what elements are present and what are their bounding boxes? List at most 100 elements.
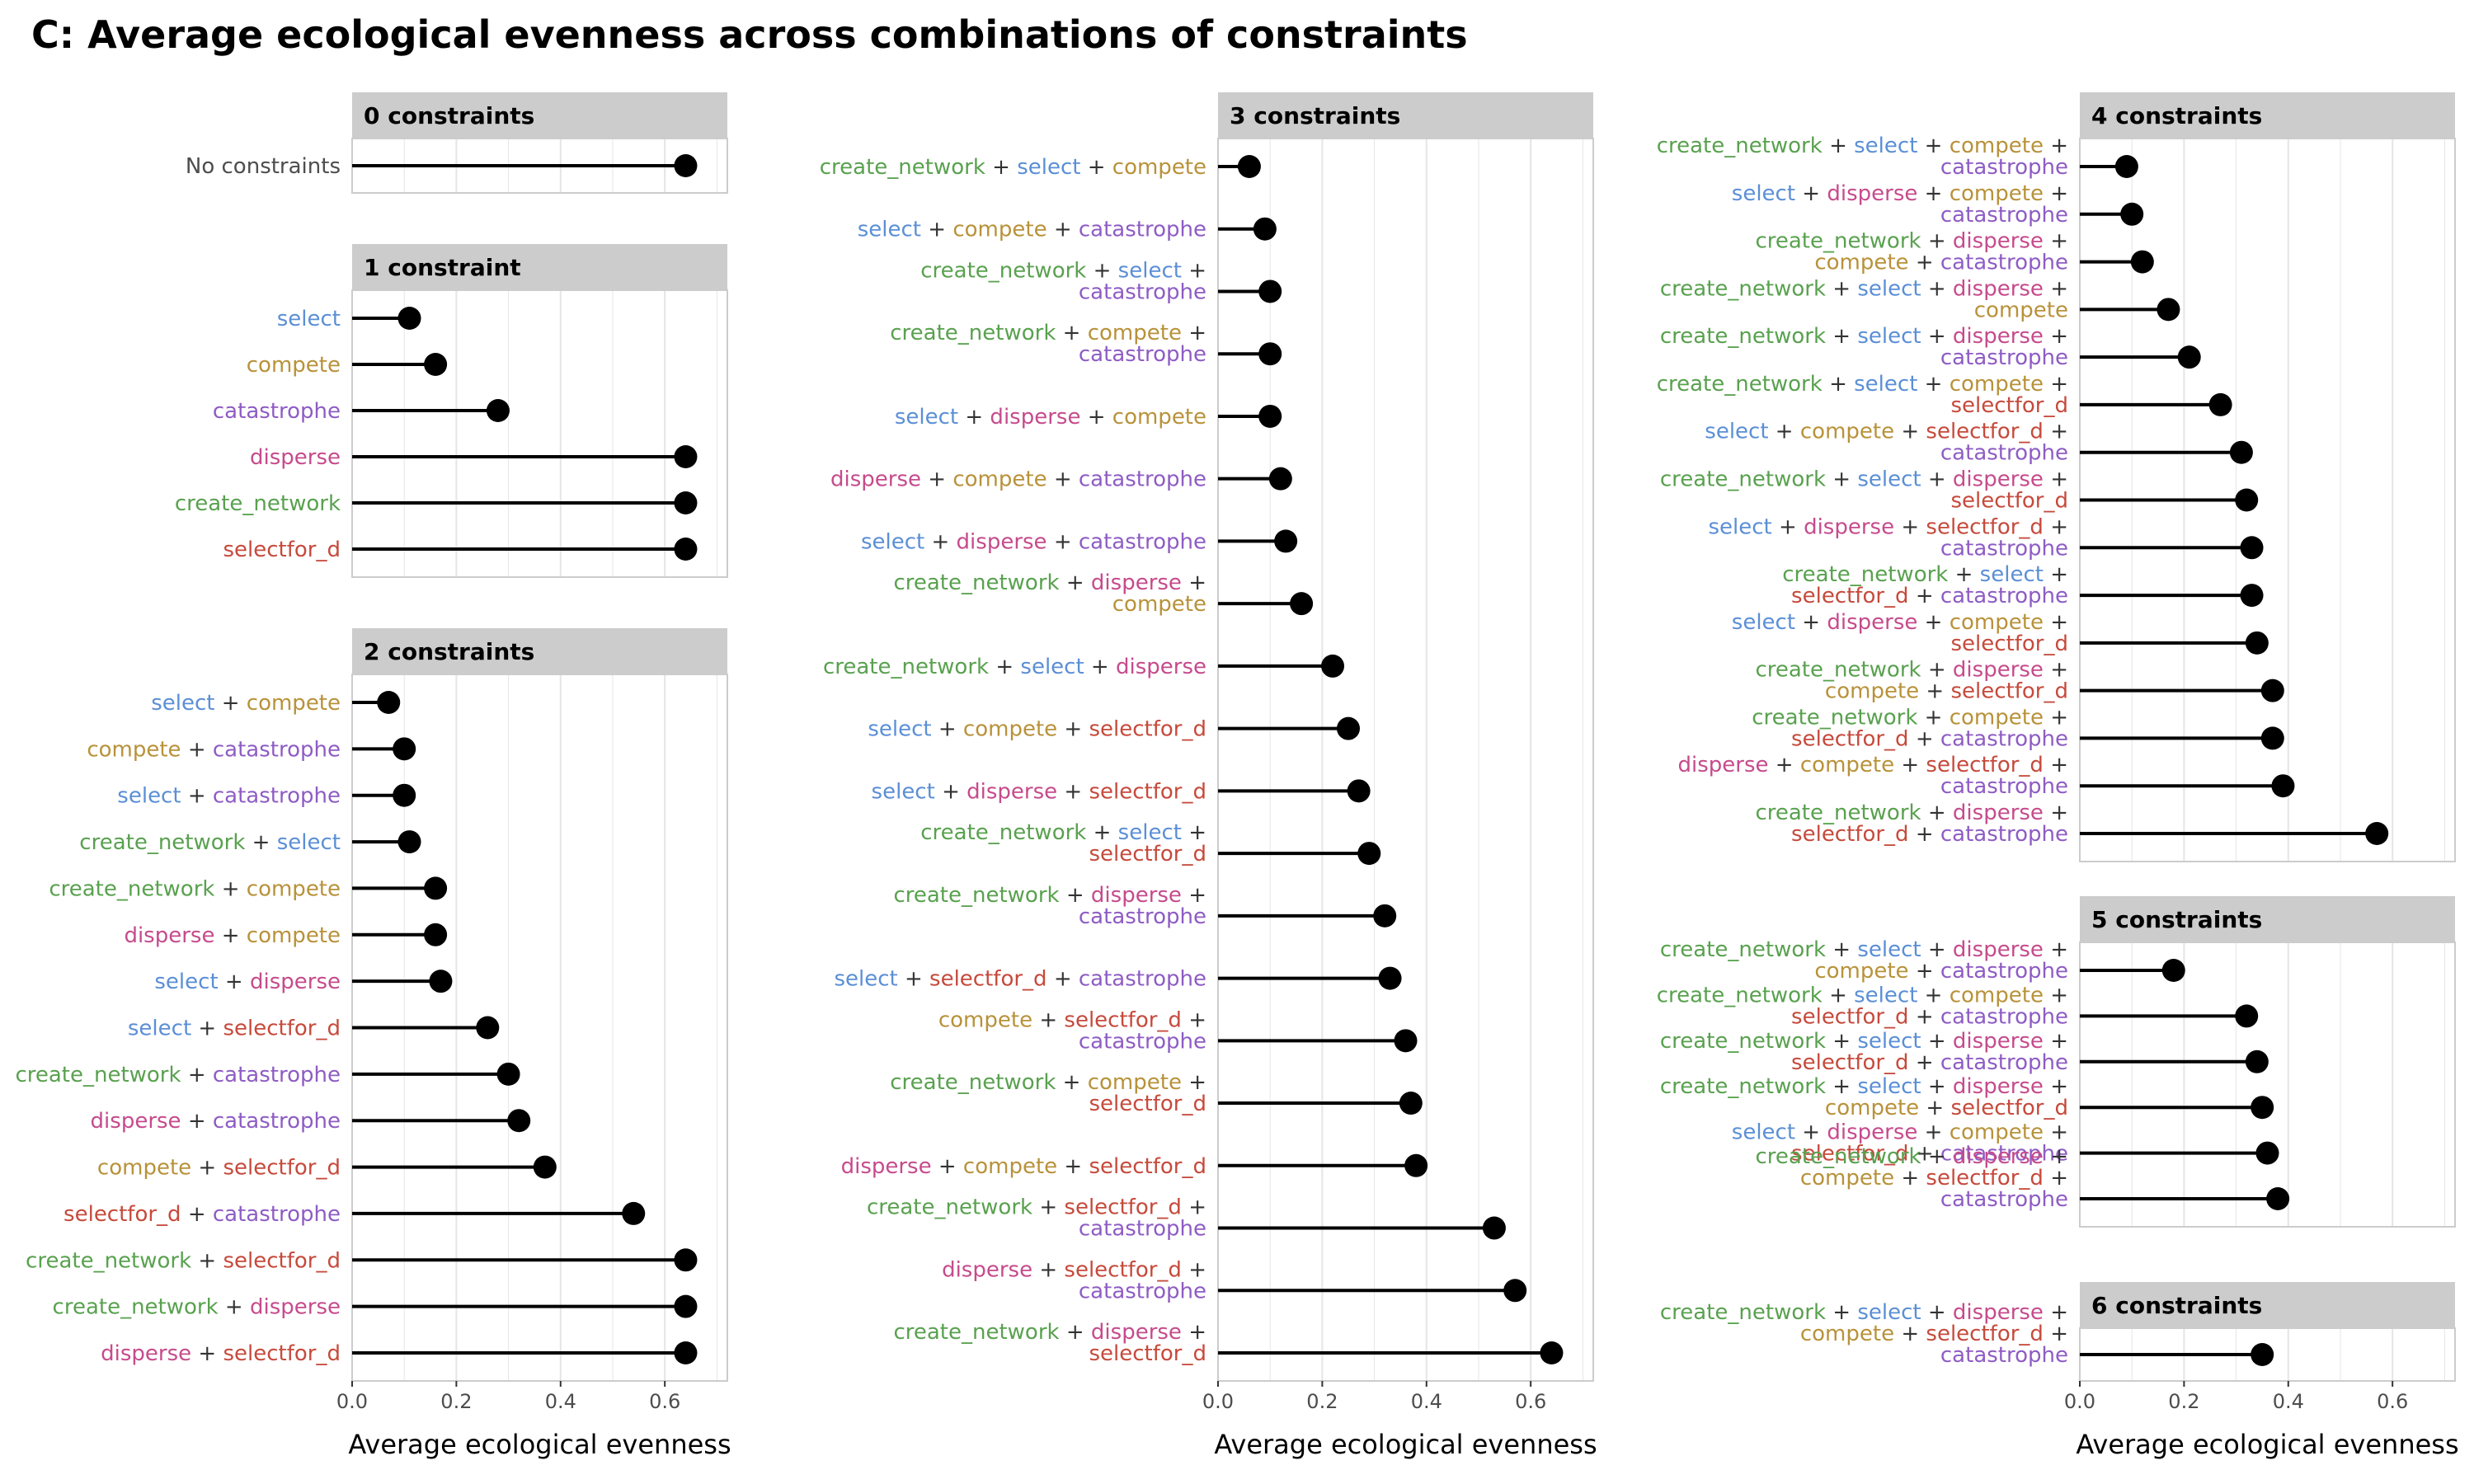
row-label: disperse bbox=[250, 445, 341, 470]
row-label: select + compete bbox=[151, 691, 341, 716]
facet-column: 4 constraints create_network + select + c… bbox=[1657, 92, 2459, 1460]
lollipop-row: compete + catastrophe bbox=[87, 737, 416, 762]
row-label: create_network + disperse + bbox=[893, 1320, 1206, 1345]
lollipop-row: create_network + compete +selectfor_d bbox=[890, 1070, 1423, 1116]
lollipop-point bbox=[1394, 1029, 1418, 1053]
lollipop-point bbox=[2260, 726, 2284, 750]
row-label: create_network + select + disperse + bbox=[1660, 1029, 2068, 1054]
x-tick-label: 0.4 bbox=[545, 1390, 576, 1413]
row-label: compete + catastrophe bbox=[1814, 959, 2068, 984]
facet-panel: 5 constraints create_network + select + d… bbox=[1657, 896, 2456, 1228]
lollipop-point bbox=[424, 353, 448, 376]
lollipop-point bbox=[2177, 345, 2201, 369]
row-label: compete + catastrophe bbox=[1814, 251, 2068, 275]
row-label: selectfor_d bbox=[1089, 1092, 1206, 1116]
row-label: select + compete + selectfor_d bbox=[868, 717, 1206, 742]
lollipop-row: disperse + compete + selectfor_d bbox=[841, 1153, 1428, 1179]
lollipop-row: disperse + compete bbox=[124, 923, 448, 948]
row-label: create_network + disperse + bbox=[1755, 801, 2068, 825]
row-label: selectfor_d + catastrophe bbox=[1791, 584, 2068, 608]
lollipop-row: create_network + select +catastrophe bbox=[920, 258, 1282, 304]
x-tick-label: 0.0 bbox=[336, 1390, 368, 1413]
lollipop-row: select + selectfor_d bbox=[128, 1016, 500, 1041]
lollipop-row: create_network + select + disperse +sele… bbox=[1660, 467, 2259, 514]
row-label: disperse + selectfor_d + bbox=[942, 1257, 1206, 1282]
lollipop-point bbox=[1258, 404, 1282, 428]
lollipop-point bbox=[1274, 529, 1298, 553]
lollipop-point bbox=[1336, 716, 1360, 740]
row-label: select + disperse + compete bbox=[895, 405, 1206, 430]
facet-column: 3 constraints create_network + select + c… bbox=[820, 92, 1597, 1460]
lollipop-row: select + disperse + selectfor_d bbox=[872, 779, 1371, 804]
lollipop-point bbox=[674, 1248, 698, 1272]
facet-panel: 4 constraints create_network + select + c… bbox=[1657, 92, 2456, 862]
row-label: compete + catastrophe bbox=[87, 737, 341, 762]
row-label: create_network + select + disperse + bbox=[1660, 324, 2068, 349]
row-label: selectfor_d + catastrophe bbox=[1791, 1004, 2068, 1029]
lollipop-point bbox=[2251, 1343, 2274, 1366]
row-label: compete bbox=[247, 353, 341, 378]
facet-strip bbox=[2080, 92, 2455, 139]
row-label: selectfor_d + catastrophe bbox=[1791, 1142, 2068, 1167]
lollipop-point bbox=[507, 1109, 531, 1133]
lollipop-row: disperse + selectfor_d bbox=[101, 1341, 698, 1366]
lollipop-point bbox=[674, 1294, 698, 1318]
lollipop-row: compete bbox=[247, 353, 448, 378]
row-label: create_network + compete + bbox=[890, 1070, 1206, 1095]
lollipop-row: create_network + select + compete +selec… bbox=[1657, 372, 2232, 418]
row-label: select + disperse + compete + bbox=[1732, 610, 2068, 635]
row-label: create_network + select + bbox=[1782, 562, 2068, 587]
facet-strip bbox=[352, 92, 727, 139]
lollipop-point bbox=[429, 970, 453, 993]
lollipop-point bbox=[674, 491, 698, 514]
lollipop-row: create_network + disperse +compete + sel… bbox=[1755, 658, 2284, 704]
row-label: select + selectfor_d + catastrophe bbox=[834, 967, 1206, 992]
lollipop-row: disperse + compete + catastrophe bbox=[830, 467, 1292, 492]
row-label: compete bbox=[1112, 592, 1206, 617]
lollipop-row: compete + selectfor_d bbox=[97, 1155, 557, 1181]
row-label: selectfor_d bbox=[1089, 842, 1206, 866]
lollipop-point bbox=[1321, 654, 1345, 678]
lollipop-point bbox=[393, 737, 416, 761]
row-label: catastrophe bbox=[1079, 1029, 1206, 1054]
lollipop-row: create_network + selectfor_d bbox=[26, 1248, 698, 1273]
panel-border bbox=[2079, 942, 2456, 1228]
row-label: select bbox=[277, 307, 341, 331]
facet-column: 0 constraints No constraints 1 constraint s… bbox=[15, 92, 731, 1460]
lollipop-point bbox=[397, 830, 421, 854]
lollipop-row: create_network + select + compete bbox=[820, 155, 1261, 180]
lollipop-row: No constraints bbox=[186, 154, 698, 179]
row-label: disperse + compete + selectfor_d bbox=[841, 1154, 1206, 1179]
lollipop-row: create_network + select + disperse +sele… bbox=[1660, 1029, 2269, 1075]
lollipop-point bbox=[2157, 298, 2180, 322]
row-label: select + selectfor_d bbox=[128, 1017, 341, 1041]
lollipop-point bbox=[1378, 966, 1402, 990]
row-label: select + disperse + selectfor_d bbox=[872, 779, 1206, 804]
facet-panel: 0 constraints No constraints bbox=[186, 92, 728, 194]
lollipop-row: select + selectfor_d + catastrophe bbox=[834, 966, 1402, 992]
row-label: compete bbox=[1974, 298, 2068, 322]
lollipop-row: create_network + select + disperse +comp… bbox=[1660, 276, 2180, 322]
facet-strip bbox=[2080, 1282, 2455, 1328]
lollipop-row: select + disperse + compete bbox=[895, 404, 1282, 430]
lollipop-point bbox=[674, 538, 698, 561]
facet-panel: 1 constraint select compete catastrophe disp… bbox=[175, 244, 728, 578]
row-label: create_network + select + disperse bbox=[823, 655, 1206, 679]
lollipop-row: select + disperse + compete +selectfor_d… bbox=[1732, 1120, 2279, 1167]
panel-border bbox=[351, 289, 728, 578]
lollipop-point bbox=[1268, 467, 1292, 491]
lollipop-point bbox=[1347, 779, 1371, 803]
lollipop-row: select + disperse + catastrophe bbox=[861, 529, 1298, 554]
lollipop-point bbox=[1357, 842, 1381, 866]
lollipop-point bbox=[393, 783, 416, 807]
lollipop-row: create_network + selectfor_d +catastroph… bbox=[867, 1195, 1506, 1242]
lollipop-point bbox=[486, 399, 510, 422]
row-label: create_network + compete + bbox=[1752, 705, 2068, 730]
row-label: select + disperse + selectfor_d + bbox=[1708, 514, 2068, 539]
lollipop-row: select + disperse + compete +catastrophe bbox=[1732, 181, 2144, 228]
x-tick-label: 0.2 bbox=[1306, 1390, 1338, 1413]
facet-strip-title: 5 constraints bbox=[2091, 906, 2262, 933]
lollipop-row: create_network + select + disperse +comp… bbox=[1660, 1074, 2274, 1120]
facet-strip bbox=[2080, 896, 2455, 942]
